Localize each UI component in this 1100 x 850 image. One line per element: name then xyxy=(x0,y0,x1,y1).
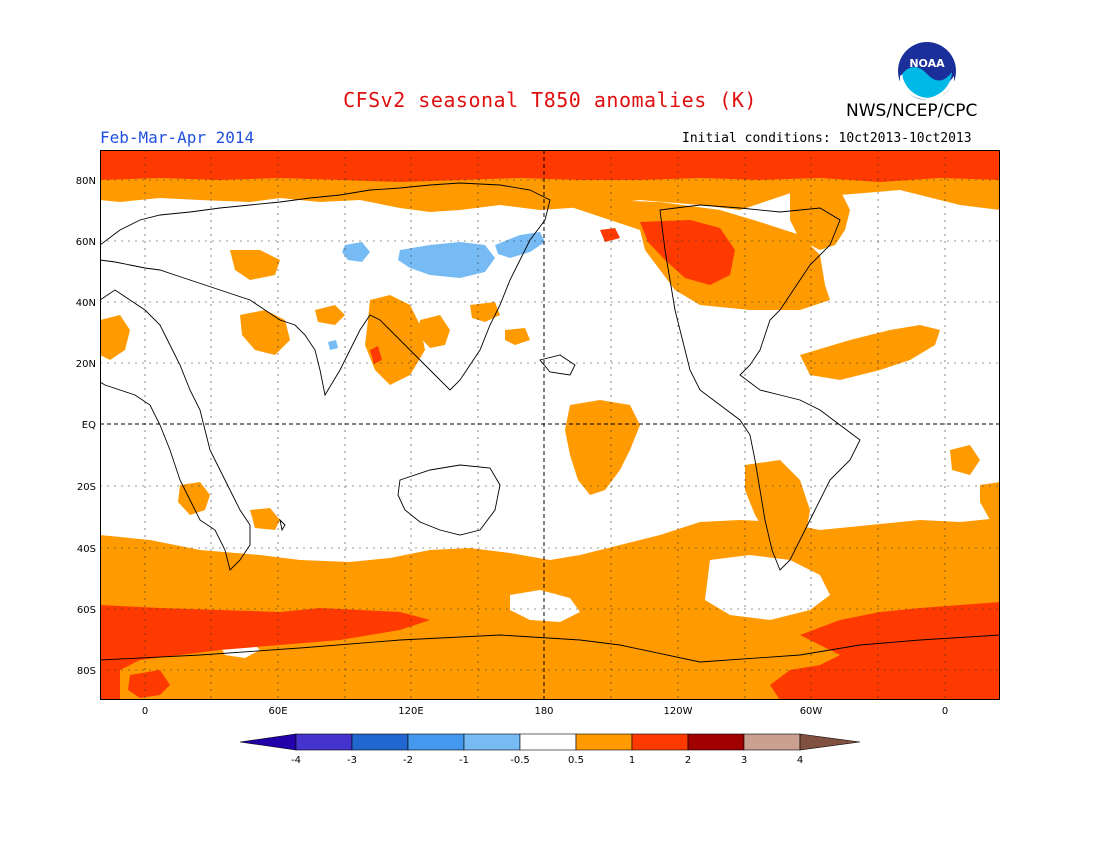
colorbar-label: -1 xyxy=(459,755,469,766)
colorbar-swatch xyxy=(240,733,297,751)
anomaly-red-regions xyxy=(100,150,1000,700)
logo-text: NOAA xyxy=(909,57,945,70)
lat-label: 20N xyxy=(76,359,96,370)
colorbar-swatch xyxy=(575,733,633,751)
colorbar-swatch xyxy=(799,733,861,751)
colorbar-label: -0.5 xyxy=(510,755,530,766)
lat-label: 80S xyxy=(77,666,96,677)
anomaly-map xyxy=(100,150,1000,700)
colorbar-label: 0.5 xyxy=(568,755,584,766)
lon-label: 0 xyxy=(142,706,148,717)
colorbar-legend: -4 -3 -2 -1 -0.5 0.5 1 2 3 4 xyxy=(240,733,861,766)
anomaly-blue-regions xyxy=(328,232,545,350)
lon-label: 60E xyxy=(268,706,287,717)
colorbar-swatch xyxy=(687,733,745,751)
colorbar-swatch xyxy=(295,733,353,751)
organization-label: NWS/NCEP/CPC xyxy=(846,101,978,121)
colorbar-label: 1 xyxy=(629,755,635,766)
lon-label: 120W xyxy=(664,706,693,717)
lat-label: 60S xyxy=(77,605,96,616)
colorbar-swatch xyxy=(519,733,577,751)
lon-label: 60W xyxy=(800,706,823,717)
season-label: Feb-Mar-Apr 2014 xyxy=(100,128,255,147)
lat-label: 40S xyxy=(77,544,96,555)
lat-label: EQ xyxy=(82,420,96,431)
lat-label: 20S xyxy=(77,482,96,493)
lat-label: 80N xyxy=(76,176,96,187)
lon-label: 120E xyxy=(398,706,423,717)
colorbar-label: -2 xyxy=(403,755,413,766)
latitude-axis: 80N 60N 40N 20N EQ 20S 40S 60S 80S xyxy=(76,176,96,677)
lon-label: 0 xyxy=(942,706,948,717)
noaa-logo: NOAA xyxy=(896,40,958,106)
lat-lon-grid xyxy=(100,150,1000,700)
lon-label: 180 xyxy=(534,706,553,717)
colorbar-swatch xyxy=(407,733,465,751)
colorbar-label: 3 xyxy=(741,755,747,766)
colorbar-label: 4 xyxy=(797,755,803,766)
lat-label: 60N xyxy=(76,237,96,248)
colorbar-label: -3 xyxy=(347,755,357,766)
colorbar-swatch xyxy=(351,733,409,751)
colorbar-swatch xyxy=(631,733,689,751)
longitude-axis: 0 60E 120E 180 120W 60W 0 xyxy=(142,706,948,717)
colorbar-swatch xyxy=(463,733,521,751)
initial-conditions-label: Initial conditions: 10ct2013-10ct2013 xyxy=(682,131,972,146)
lat-label: 40N xyxy=(76,298,96,309)
map-title: CFSv2 seasonal T850 anomalies (K) xyxy=(343,88,757,112)
colorbar-label: -4 xyxy=(291,755,301,766)
equator-dateline xyxy=(100,150,1000,700)
coastlines xyxy=(100,182,1000,663)
colorbar-swatch xyxy=(743,733,801,751)
colorbar-label: 2 xyxy=(685,755,691,766)
